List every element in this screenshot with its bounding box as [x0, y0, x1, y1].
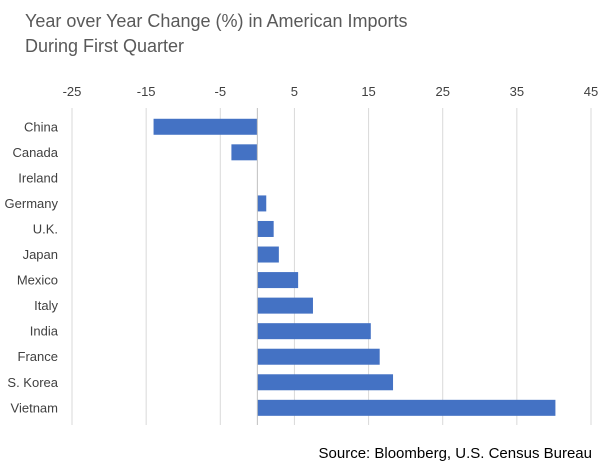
- bar: [257, 323, 371, 340]
- category-label: Japan: [23, 247, 58, 262]
- x-tick-label: -25: [63, 84, 82, 99]
- chart-title-line-1: Year over Year Change (%) in American Im…: [25, 11, 408, 31]
- category-label: Ireland: [18, 170, 58, 185]
- category-label: U.K.: [33, 221, 58, 236]
- category-label: France: [18, 349, 58, 364]
- bar: [257, 220, 274, 237]
- source-note: Source: Bloomberg, U.S. Census Bureau: [318, 445, 592, 462]
- category-label: Vietnam: [11, 400, 58, 415]
- category-label: Italy: [34, 298, 58, 313]
- x-tick-label: 25: [435, 84, 449, 99]
- bar: [257, 272, 299, 289]
- chart-title-line-2: During First Quarter: [25, 36, 185, 56]
- category-label: Germany: [5, 196, 59, 211]
- x-tick-label: 35: [510, 84, 524, 99]
- category-label: India: [30, 324, 59, 339]
- category-label: Canada: [12, 145, 58, 160]
- bar: [257, 297, 313, 314]
- x-tick-label: -15: [137, 84, 156, 99]
- bar: [257, 348, 380, 365]
- x-tick-label: 15: [361, 84, 375, 99]
- bar: [257, 246, 279, 263]
- bar: [153, 118, 258, 135]
- x-tick-label: -5: [215, 84, 227, 99]
- x-tick-label: 5: [291, 84, 298, 99]
- category-label: Mexico: [17, 273, 58, 288]
- bar: [257, 399, 556, 416]
- x-tick-label: 45: [584, 84, 598, 99]
- bar: [257, 374, 394, 391]
- bar: [231, 144, 258, 161]
- category-label: China: [24, 119, 59, 134]
- bar: [257, 195, 267, 212]
- category-label: S. Korea: [7, 375, 58, 390]
